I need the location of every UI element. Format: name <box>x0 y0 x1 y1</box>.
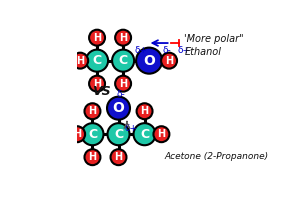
Circle shape <box>89 76 105 92</box>
Circle shape <box>115 30 131 46</box>
Text: C: C <box>114 128 123 141</box>
Text: O: O <box>143 54 155 68</box>
Text: O: O <box>112 101 124 115</box>
Text: VS: VS <box>92 85 111 98</box>
Text: H: H <box>157 129 166 139</box>
Circle shape <box>136 48 162 74</box>
Circle shape <box>107 97 130 120</box>
Text: C: C <box>118 54 128 67</box>
Circle shape <box>85 149 101 165</box>
Text: 'More polar": 'More polar" <box>184 34 244 44</box>
Circle shape <box>112 50 134 72</box>
Text: Acetone (2-Propanone): Acetone (2-Propanone) <box>164 152 268 161</box>
Text: H: H <box>165 56 173 66</box>
Circle shape <box>115 76 131 92</box>
Circle shape <box>110 149 127 165</box>
Text: δ+: δ+ <box>178 46 190 55</box>
Circle shape <box>72 53 88 69</box>
Circle shape <box>89 30 105 46</box>
Circle shape <box>86 50 108 72</box>
Text: H: H <box>88 106 97 116</box>
Circle shape <box>107 123 130 145</box>
Text: δ+: δ+ <box>135 46 148 55</box>
Text: H: H <box>93 33 101 43</box>
Text: C: C <box>140 128 149 141</box>
Text: C: C <box>92 54 102 67</box>
Text: H: H <box>119 33 127 43</box>
Text: H: H <box>140 106 148 116</box>
Text: H: H <box>76 56 84 66</box>
Text: Ethanol: Ethanol <box>184 47 221 57</box>
Circle shape <box>69 126 85 142</box>
Text: δ-: δ- <box>163 46 172 55</box>
Text: H: H <box>88 152 97 162</box>
Circle shape <box>161 53 177 69</box>
Text: H: H <box>93 79 101 89</box>
Text: δ+: δ+ <box>124 124 138 133</box>
Text: H: H <box>73 129 81 139</box>
Circle shape <box>134 123 156 145</box>
Text: H: H <box>119 79 127 89</box>
Text: δ-: δ- <box>116 90 125 100</box>
Circle shape <box>85 103 101 119</box>
Circle shape <box>153 126 170 142</box>
Circle shape <box>136 103 152 119</box>
Text: C: C <box>88 128 97 141</box>
Circle shape <box>81 123 104 145</box>
Text: H: H <box>114 152 123 162</box>
